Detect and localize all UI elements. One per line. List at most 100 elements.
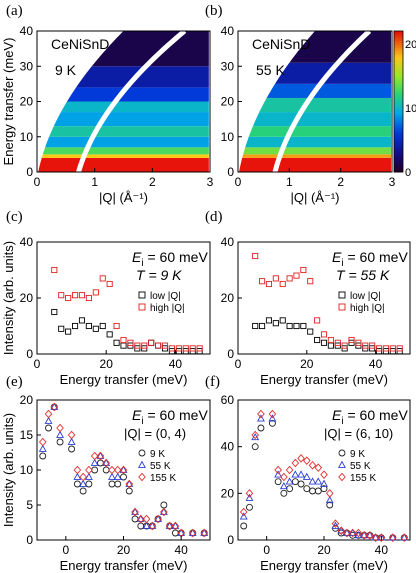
data-point	[113, 339, 120, 346]
data-point	[85, 294, 92, 302]
data-point	[73, 472, 82, 480]
data-point	[148, 521, 157, 531]
data-point	[314, 477, 323, 485]
q-annotation: |Q| = (6, 10)	[324, 426, 393, 441]
colorbar-segment	[394, 153, 403, 157]
colorbar-segment	[394, 113, 403, 117]
data-point	[343, 528, 351, 538]
data-point	[90, 458, 99, 466]
data-point	[291, 458, 300, 468]
y-tick-label: 0	[26, 533, 33, 547]
x-tick-label: 40	[174, 543, 188, 557]
colorbar-segment	[394, 54, 403, 58]
data-point	[99, 275, 106, 282]
data-point	[50, 402, 59, 412]
data-point	[113, 472, 122, 480]
data-point	[252, 322, 259, 330]
ei-symbol: E	[332, 249, 342, 265]
data-point	[251, 443, 259, 451]
colorbar-segment	[394, 47, 403, 51]
data-point	[265, 317, 273, 324]
data-point	[308, 461, 317, 470]
data-point	[96, 451, 105, 461]
data-point	[268, 419, 276, 427]
x-tick-label: 20	[117, 543, 131, 557]
data-point	[320, 470, 328, 479]
colorbar-segment	[394, 148, 403, 152]
data-point	[268, 409, 277, 419]
x-tick-label: 40	[375, 543, 389, 557]
data-point	[113, 465, 122, 475]
y-axis-label: Intensity (arb. units)	[1, 241, 16, 355]
ei-annotation: Ei = 60 meV	[132, 407, 208, 427]
data-point	[188, 528, 197, 538]
data-point	[131, 507, 139, 517]
y-tick-label: 20	[20, 95, 34, 109]
data-point	[175, 345, 182, 352]
colorbar-segment	[394, 160, 403, 164]
data-point	[160, 507, 168, 517]
data-points	[252, 252, 403, 355]
data-point	[154, 514, 163, 522]
colorbar-tick-label: 20	[405, 39, 416, 51]
y-axis: 0 20 40	[20, 235, 41, 361]
data-point	[177, 528, 186, 536]
data-point	[314, 463, 323, 472]
colorbar-segment	[394, 75, 403, 79]
x-tick-label: 0	[62, 543, 69, 557]
data-point	[307, 278, 314, 285]
data-point	[388, 533, 397, 541]
colorbar-segment	[394, 99, 403, 102]
data-point	[326, 501, 334, 509]
data-point	[148, 521, 157, 529]
data-point	[257, 409, 265, 419]
data-point	[56, 438, 64, 446]
data-points	[239, 409, 409, 542]
colorbar-segment	[394, 40, 403, 44]
data-point	[137, 522, 145, 530]
data-point	[114, 480, 122, 488]
data-point	[165, 521, 174, 531]
ei-subscript: i	[141, 258, 143, 269]
q-annotation: |Q| = (0, 4)	[124, 426, 186, 441]
data-point	[291, 478, 299, 486]
y-tick-label: 40	[221, 24, 235, 38]
data-point	[125, 479, 134, 487]
data-point	[51, 308, 58, 316]
data-point	[79, 479, 88, 487]
colorbar-segment	[394, 45, 403, 48]
data-point	[377, 533, 386, 542]
x-tick-label: 2	[337, 175, 344, 189]
legend: low |Q|high |Q|	[138, 291, 185, 314]
data-point	[120, 342, 127, 349]
y-tick-label: 40	[20, 24, 34, 38]
x-tick-label: 3	[207, 175, 214, 189]
data-point	[65, 328, 72, 335]
y-tick-label: 20	[20, 393, 34, 407]
y-tick-label: 40	[221, 235, 235, 249]
x-axis: 0 20 40	[263, 536, 388, 557]
x-tick-label: 40	[169, 357, 183, 371]
sample-label: CeNiSnD	[51, 36, 109, 52]
data-point	[274, 478, 282, 486]
data-point	[85, 465, 93, 475]
x-axis-label: Energy transfer (meV)	[60, 372, 188, 387]
data-point	[341, 342, 348, 349]
colorbar-segment	[394, 82, 403, 86]
data-point	[286, 275, 293, 282]
data-point	[377, 533, 386, 541]
data-point	[314, 336, 321, 344]
x-axis-label: Energy transfer (meV)	[260, 558, 388, 573]
colorbar-segment	[394, 33, 403, 37]
data-point	[160, 501, 168, 509]
colorbar-segment	[394, 59, 403, 63]
y-tick-label: 10	[20, 130, 34, 144]
intensity-band	[38, 154, 209, 158]
data-point	[256, 414, 265, 422]
legend-label: 9 K	[350, 449, 365, 460]
legend-label: 155 K	[150, 473, 176, 484]
data-point	[84, 472, 93, 480]
colorbar-segment	[394, 115, 403, 119]
